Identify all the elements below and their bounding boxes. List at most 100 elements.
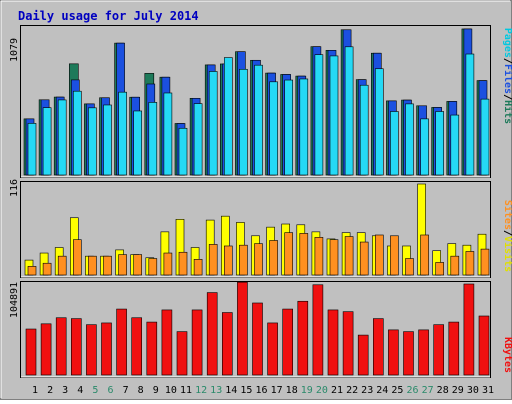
- kbytes-bar: [55, 317, 67, 376]
- x-tick-label: 16: [255, 385, 267, 396]
- x-tick-label: 19: [301, 385, 313, 396]
- kbytes-bar: [131, 317, 142, 376]
- x-tick-label: 26: [406, 385, 418, 396]
- sites-bar: [103, 255, 112, 276]
- sites-bar: [435, 262, 445, 276]
- x-tick-label: 13: [210, 385, 222, 396]
- legend-kbytes: KBytes: [502, 337, 512, 373]
- x-tick-label: 27: [422, 385, 434, 396]
- x-tick-label: 5: [92, 385, 98, 396]
- pages-bar: [254, 64, 263, 176]
- sites-bar: [42, 262, 52, 276]
- legend-visits: Sites/Visits: [502, 200, 512, 272]
- sites-bar: [148, 258, 158, 276]
- kbytes-bar: [40, 323, 52, 376]
- sites-bar: [239, 244, 248, 276]
- kbytes-bar: [161, 309, 173, 376]
- ymax-label-visits: 116: [9, 179, 20, 197]
- kbytes-bar: [372, 318, 384, 376]
- kbytes-bar: [206, 292, 218, 376]
- x-tick-label: 25: [391, 385, 403, 396]
- pages-bar: [299, 78, 309, 176]
- kbytes-bar: [237, 281, 248, 376]
- sites-bar: [193, 259, 203, 276]
- pages-bar: [374, 68, 384, 176]
- pages-bar: [27, 123, 37, 176]
- kbytes-bar: [71, 318, 82, 376]
- legend-pages: Pages: [502, 28, 512, 58]
- x-tick-label: 20: [316, 385, 328, 396]
- x-tick-label: 12: [195, 385, 207, 396]
- legend-separator: /: [502, 94, 512, 100]
- kbytes-bar: [252, 302, 263, 376]
- kbytes-bar: [357, 334, 369, 376]
- sites-bar: [284, 232, 294, 276]
- kbytes-bar: [297, 300, 309, 376]
- pages-bar: [103, 104, 112, 176]
- pages-bar: [359, 84, 369, 176]
- kbytes-bar: [146, 321, 158, 376]
- kbytes-bar: [267, 322, 278, 376]
- x-tick-label: 28: [437, 385, 449, 396]
- x-tick-label: 15: [240, 385, 252, 396]
- x-tick-label: 18: [286, 385, 298, 396]
- kbytes-bar: [191, 309, 203, 376]
- sites-bar: [465, 251, 475, 276]
- sites-bar: [88, 255, 97, 276]
- sites-bar: [254, 243, 263, 276]
- pages-bar: [208, 71, 218, 176]
- kbytes-bar: [342, 311, 354, 376]
- x-tick-label: 8: [138, 385, 144, 396]
- kbytes-bar: [116, 308, 127, 376]
- legend-files: Files: [502, 64, 512, 94]
- kbytes-bar: [282, 308, 294, 376]
- x-tick-label: 24: [376, 385, 388, 396]
- x-tick-label: 4: [77, 385, 83, 396]
- sites-bar: [118, 254, 127, 276]
- pages-bar: [314, 54, 324, 176]
- sites-bar: [27, 266, 37, 276]
- kbytes-bar: [433, 324, 445, 376]
- x-tick-label: 29: [452, 385, 464, 396]
- pages-bar: [269, 81, 278, 176]
- legend-separator: /: [502, 58, 512, 64]
- kbytes-bar: [478, 315, 490, 376]
- sites-bar: [269, 240, 278, 276]
- x-tick-label: 14: [225, 385, 237, 396]
- pages-bar: [118, 91, 127, 176]
- pages-bar: [224, 57, 233, 176]
- hits-bars: [23, 28, 490, 176]
- x-tick-label: 2: [47, 385, 53, 396]
- sites-bar: [299, 233, 309, 276]
- x-tick-label: 11: [180, 385, 192, 396]
- pages-bar: [420, 118, 429, 176]
- pages-bar: [178, 127, 188, 176]
- sites-bar: [480, 248, 490, 276]
- pages-bar: [450, 114, 460, 176]
- kbytes-bar: [388, 329, 399, 376]
- x-tick-label: 1: [32, 385, 38, 396]
- kbytes-bar: [86, 324, 97, 376]
- sites-bar: [390, 235, 399, 276]
- sites-bar: [133, 254, 142, 276]
- pages-bar: [163, 92, 173, 176]
- sites-bar: [450, 255, 460, 276]
- x-tick-label: 30: [467, 385, 479, 396]
- pages-bar: [405, 103, 414, 176]
- sites-bar: [359, 241, 369, 276]
- kbytes-bar: [312, 284, 324, 376]
- kbytes-bar: [327, 309, 339, 376]
- pages-bar: [329, 55, 339, 176]
- sites-bar: [314, 237, 324, 276]
- pages-bar: [435, 111, 445, 176]
- kbytes-bar: [463, 283, 475, 376]
- x-tick-label: 23: [361, 385, 373, 396]
- pages-bar: [133, 110, 142, 176]
- x-tick-label: 7: [123, 385, 129, 396]
- pages-bar: [284, 79, 294, 176]
- pages-bar: [390, 111, 399, 176]
- sites-bar: [178, 251, 188, 276]
- pages-bar: [73, 90, 82, 176]
